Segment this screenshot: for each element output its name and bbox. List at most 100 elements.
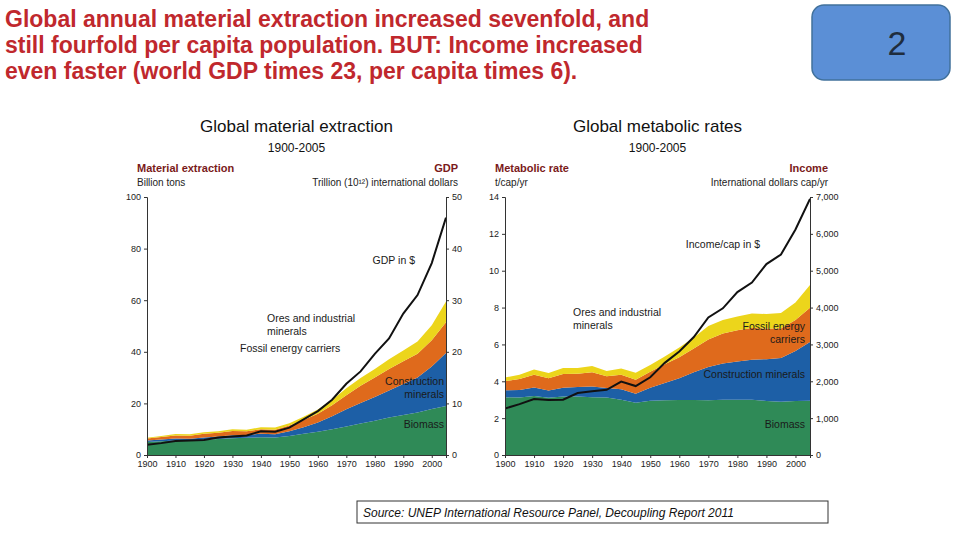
tick-label: 14 bbox=[489, 192, 499, 202]
y-axis-title: Metabolic rate bbox=[495, 162, 569, 174]
tick-mark bbox=[446, 352, 449, 353]
axis-line bbox=[148, 456, 447, 459]
series-line bbox=[505, 199, 810, 409]
axis-line bbox=[447, 198, 450, 456]
label-line: minerals bbox=[267, 325, 307, 337]
tick-label: 1990 bbox=[757, 459, 777, 469]
tick: 0 bbox=[136, 450, 147, 460]
tick-label: 10 bbox=[452, 399, 462, 409]
tick-label: 2,000 bbox=[816, 377, 839, 387]
series-label: Biomass bbox=[404, 418, 444, 430]
tick: 6 bbox=[494, 340, 505, 350]
tick: 0 bbox=[810, 450, 821, 460]
tick-mark bbox=[810, 381, 813, 382]
series-label: Income/cap in $ bbox=[686, 238, 760, 250]
tick: 2 bbox=[494, 414, 505, 424]
tick-label: 10 bbox=[489, 266, 499, 276]
tick-label: 7,000 bbox=[816, 192, 839, 202]
tick: 1910 bbox=[525, 455, 545, 469]
slide-title-line: Global annual material extraction increa… bbox=[5, 6, 649, 32]
tick-mark bbox=[144, 352, 147, 353]
tick-mark bbox=[144, 455, 147, 456]
x-axis: 1900191019201930194019501960197019801990… bbox=[137, 455, 446, 469]
tick: 40 bbox=[446, 244, 462, 254]
tick-label: 1,000 bbox=[816, 414, 839, 424]
y-axis-title: Material extraction bbox=[137, 162, 234, 174]
tick-label: 6,000 bbox=[816, 229, 839, 239]
tick-label: 1980 bbox=[728, 459, 748, 469]
tick-mark bbox=[621, 455, 622, 458]
tick-label: 1930 bbox=[223, 459, 243, 469]
tick-label: 80 bbox=[131, 244, 141, 254]
tick: 1950 bbox=[280, 455, 300, 469]
tick-mark bbox=[737, 455, 738, 458]
slide: Global annual material extraction increa… bbox=[0, 0, 960, 540]
tick: 0 bbox=[446, 450, 457, 460]
page-badge-box bbox=[812, 5, 950, 80]
tick: 1980 bbox=[365, 455, 385, 469]
tick-mark bbox=[144, 300, 147, 301]
tick-label: 1910 bbox=[525, 459, 545, 469]
tick: 1960 bbox=[308, 455, 328, 469]
tick-label: 12 bbox=[489, 229, 499, 239]
y2-axis: 01020304050 bbox=[446, 192, 462, 460]
tick-label: 30 bbox=[452, 296, 462, 306]
area-band bbox=[147, 301, 446, 438]
tick-mark bbox=[502, 418, 505, 419]
tick-label: 4 bbox=[494, 377, 499, 387]
tick-label: 2000 bbox=[786, 459, 806, 469]
tick: 40 bbox=[131, 347, 147, 357]
tick: 1990 bbox=[757, 455, 777, 469]
area-band bbox=[505, 285, 810, 381]
slide-title: Global annual material extraction increa… bbox=[5, 6, 649, 84]
tick: 30 bbox=[446, 296, 462, 306]
tick-mark bbox=[502, 197, 505, 198]
tick-label: 1930 bbox=[583, 459, 603, 469]
y2-axis-unit: Trillion (10¹²) international dollars bbox=[312, 177, 458, 188]
tick-mark bbox=[446, 249, 449, 250]
slide-title-line: still fourfold per capita population. BU… bbox=[5, 32, 643, 58]
tick-mark bbox=[289, 455, 290, 458]
tick-mark bbox=[650, 455, 651, 458]
tick: 10 bbox=[446, 399, 462, 409]
tick-mark bbox=[346, 455, 347, 458]
series-line bbox=[147, 218, 446, 445]
tick-mark bbox=[708, 455, 709, 458]
source-box bbox=[357, 501, 828, 523]
tick-label: 1910 bbox=[166, 459, 186, 469]
x-axis: 1900191019201930194019501960197019801990… bbox=[495, 455, 810, 469]
tick-label: 1970 bbox=[337, 459, 357, 469]
label-line: minerals bbox=[404, 388, 444, 400]
tick-mark bbox=[144, 249, 147, 250]
tick: 80 bbox=[131, 244, 147, 254]
tick: 1910 bbox=[166, 455, 186, 469]
slide-title-line: even faster (world GDP times 23, per cap… bbox=[5, 58, 577, 84]
tick-label: 1970 bbox=[699, 459, 719, 469]
label-line: Fossil energy bbox=[743, 320, 806, 332]
tick-mark bbox=[432, 455, 433, 458]
chart-title: Global metabolic rates bbox=[573, 117, 742, 136]
tick-mark bbox=[502, 381, 505, 382]
tick-mark bbox=[810, 455, 813, 456]
tick-mark bbox=[446, 197, 449, 198]
tick-label: 1980 bbox=[365, 459, 385, 469]
chart-subtitle: 1900-2005 bbox=[629, 141, 687, 155]
tick-mark bbox=[795, 455, 796, 458]
tick: 0 bbox=[494, 450, 505, 460]
tick-label: 0 bbox=[816, 450, 821, 460]
area-band bbox=[505, 308, 810, 394]
tick: 1950 bbox=[641, 455, 661, 469]
tick: 1980 bbox=[728, 455, 748, 469]
tick: 2000 bbox=[422, 455, 442, 469]
tick: 20 bbox=[446, 347, 462, 357]
tick: 5,000 bbox=[810, 266, 839, 276]
tick-label: 40 bbox=[131, 347, 141, 357]
tick-label: 5,000 bbox=[816, 266, 839, 276]
tick-mark bbox=[810, 344, 813, 345]
tick-mark bbox=[502, 455, 505, 456]
tick: 1920 bbox=[554, 455, 574, 469]
tick-mark bbox=[446, 403, 449, 404]
tick-label: 1960 bbox=[670, 459, 690, 469]
tick-label: 8 bbox=[494, 303, 499, 313]
chart: 1900191019201930194019501960197019801990… bbox=[489, 117, 839, 469]
